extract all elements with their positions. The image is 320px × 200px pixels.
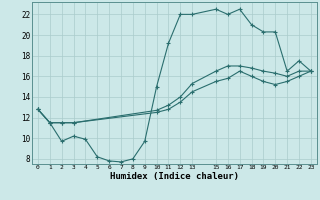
X-axis label: Humidex (Indice chaleur): Humidex (Indice chaleur) [110, 172, 239, 181]
